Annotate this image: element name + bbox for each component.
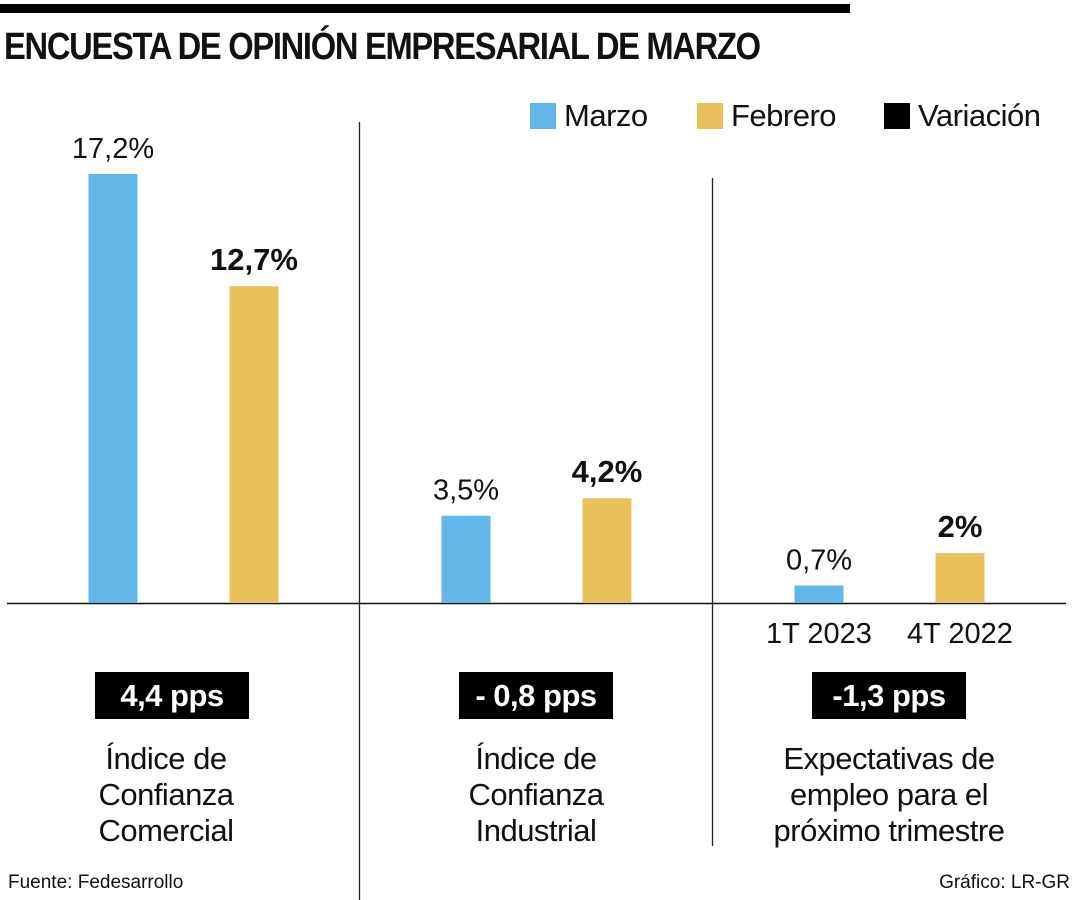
legend-item-variacion: Variación: [884, 98, 1041, 134]
legend-swatch-marzo: [530, 103, 556, 129]
legend-label-variacion: Variación: [918, 98, 1041, 133]
data-label-febrero-2: 4,2%: [572, 454, 643, 489]
category-label: Expectativas de empleo para el próximo tri…: [739, 741, 1039, 849]
category-label-line: empleo para el: [789, 777, 989, 812]
credit-note: Gráfico: LR-GR: [939, 872, 1070, 893]
variation-badge: 4,4 pps: [95, 672, 249, 719]
legend-swatch-variacion: [884, 103, 910, 129]
category-label-line: Índice de: [475, 741, 597, 776]
bar-marzo-3: [794, 585, 844, 603]
legend: Marzo Febrero Variación: [0, 98, 1080, 138]
legend-item-marzo: Marzo: [530, 98, 648, 134]
data-label-marzo-3: 0,7%: [786, 545, 852, 577]
source-note: Fuente: Fedesarrollo: [8, 872, 184, 893]
variation-badge: - 0,8 pps: [459, 672, 613, 719]
data-label-marzo-1: 17,2%: [72, 133, 154, 165]
title-rule: [0, 4, 850, 13]
data-label-marzo-2: 3,5%: [433, 475, 499, 507]
bar-febrero-1: [229, 286, 279, 603]
legend-label-marzo: Marzo: [564, 98, 648, 133]
data-label-febrero-3: 2%: [938, 509, 983, 544]
variation-badge: -1,3 pps: [812, 672, 966, 719]
data-label-febrero-1: 12,7%: [210, 242, 298, 277]
bar-febrero-3: [935, 553, 985, 603]
category-label-line: próximo trimestre: [773, 813, 1005, 848]
category-label-line: Índice de: [105, 741, 227, 776]
category-label-line: Confianza: [98, 777, 234, 812]
category-label-line: Industrial: [475, 813, 597, 848]
category-label: Índice de Confianza Comercial: [16, 741, 316, 849]
legend-item-febrero: Febrero: [697, 98, 837, 134]
category-label: Índice de Confianza Industrial: [386, 741, 686, 849]
category-label-line: Confianza: [468, 777, 604, 812]
x-tick-label: 4T 2022: [907, 618, 1013, 650]
bar-marzo-1: [88, 174, 138, 603]
legend-label-febrero: Febrero: [731, 98, 837, 133]
bar-febrero-2: [582, 498, 632, 603]
category-label-line: Expectativas de: [783, 741, 995, 776]
category-label-line: Comercial: [98, 813, 234, 848]
bar-marzo-2: [441, 515, 491, 603]
x-tick-label: 1T 2023: [766, 618, 872, 650]
chart-title: ENCUESTA DE OPINIÓN EMPRESARIAL DE MARZO: [4, 26, 761, 68]
legend-swatch-febrero: [697, 103, 723, 129]
